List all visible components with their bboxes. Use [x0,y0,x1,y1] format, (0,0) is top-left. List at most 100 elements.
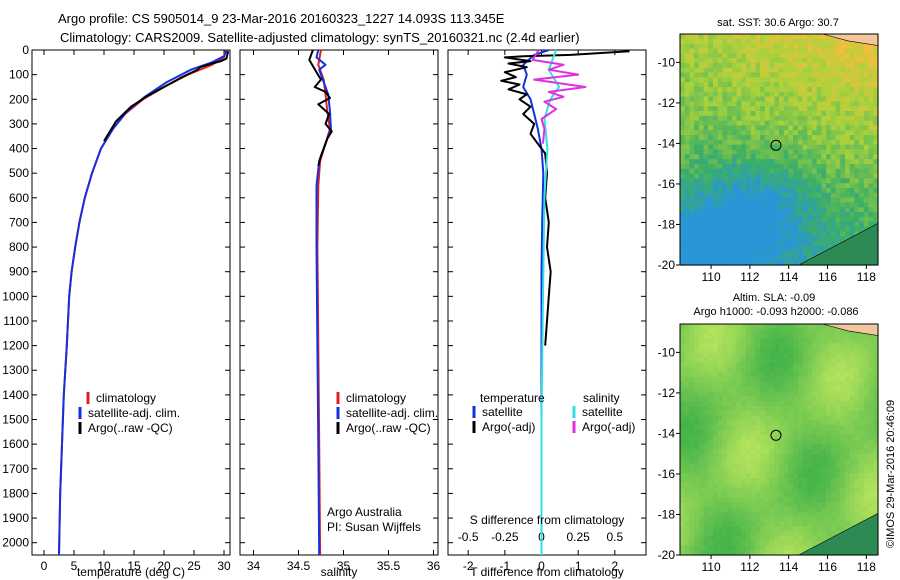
map-cell [807,77,813,83]
map-cell [703,212,709,218]
map-cell [746,245,752,252]
map-cell [746,212,752,218]
map-cell [713,38,719,45]
map-cell [840,226,846,232]
map-cell [750,473,757,479]
map-cell [680,482,686,489]
map-cell [821,221,827,228]
map-cell [760,82,766,88]
map-cell [793,482,799,489]
map-cell [764,545,771,551]
map-cell [863,492,870,498]
map-cell [764,149,771,155]
map-cell [760,139,766,146]
map-cell [698,245,705,252]
map-cell [708,188,714,194]
map-cell [769,34,775,40]
map-cell [826,391,832,397]
map-cell [741,53,747,59]
map-cell [689,535,695,542]
legend-label: Argo(..raw -QC) [346,421,431,435]
map-cell [826,429,832,436]
map-cell [694,535,700,542]
map-cell [830,453,837,460]
map-cell [816,333,823,340]
map-cell [812,453,818,460]
map-cell [845,43,851,50]
map-cell [788,212,794,218]
map-cell [774,226,780,232]
map-cell [698,324,705,330]
x2-tick-label: 0.25 [566,530,590,544]
map-cell [769,376,775,383]
map-cell [731,526,738,532]
map-cell [774,453,780,460]
map-cell [812,212,818,218]
map-cell [736,343,742,349]
map-cell [694,405,700,412]
map-cell [694,540,700,546]
map-cell [698,221,705,228]
map-cell [774,173,780,179]
x-tick-label: -1 [499,559,510,573]
annotation-line-1: Argo Australia [327,505,402,519]
x-tick-label: 112 [740,560,759,574]
map-cell [708,502,714,508]
map-cell [873,348,879,354]
map-cell [764,163,771,170]
map-cell [746,535,752,542]
map-cell [779,260,785,266]
map-cell [694,497,700,503]
map-cell [783,82,790,88]
map-cell [826,58,832,64]
map-cell [788,120,794,127]
map-cell [741,434,747,441]
map-cell [703,405,709,412]
map-cell [731,221,738,228]
map-cell [684,463,691,469]
map-cell [793,333,799,340]
map-cell [741,130,747,136]
map-cell [779,48,785,54]
map-cell [755,144,761,151]
map-cell [779,473,785,479]
map-cell [731,188,738,194]
map-cell [708,226,714,232]
map-cell [731,352,738,359]
map-cell [807,255,813,261]
map-cell [797,391,804,397]
map-cell [698,125,705,131]
map-cell [717,478,724,484]
map-cell [845,429,851,436]
map-cell [755,352,761,359]
map-cell [793,111,799,117]
map-cell [812,183,818,189]
map-cell [703,444,709,450]
map-cell [684,449,691,455]
map-cell [835,463,841,469]
map-cell [788,240,794,247]
map-cell [802,396,808,402]
map-cell [830,468,837,474]
map-cell [807,502,813,508]
map-cell [722,415,728,421]
map-cell [835,492,841,498]
map-cell [830,188,837,194]
map-cell [859,115,865,122]
map-cell [783,526,790,532]
map-cell [731,415,738,421]
map-cell [755,381,761,388]
map-cell [727,197,733,204]
map-cell [802,502,808,508]
map-cell [816,434,823,441]
map-cell [783,43,790,50]
map-cell [779,352,785,359]
map-cell [684,48,691,54]
map-cell [684,168,691,175]
map-cell [873,120,879,127]
map-cell [717,401,724,407]
map-cell [793,521,799,527]
map-cell [746,473,752,479]
map-cell [783,458,790,465]
map-cell [708,429,714,436]
